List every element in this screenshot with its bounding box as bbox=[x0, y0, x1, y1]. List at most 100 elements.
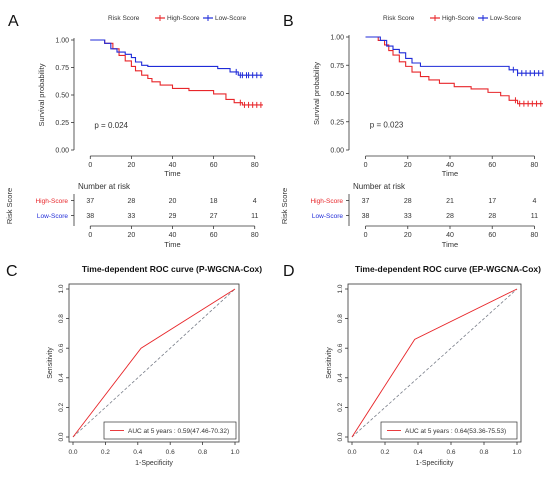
risk-x-tick-label: 0 bbox=[364, 232, 368, 239]
risk-count: 20 bbox=[169, 198, 177, 205]
roc-curve bbox=[351, 288, 518, 438]
risk-x-tick-label: 20 bbox=[127, 232, 135, 239]
roc-curve bbox=[72, 288, 236, 438]
risk-row-label: Low-Score bbox=[37, 213, 68, 220]
y-tick-label: 0.4 bbox=[337, 373, 344, 382]
risk-count: 28 bbox=[127, 198, 135, 205]
y-tick-label: 0.2 bbox=[58, 403, 65, 412]
y-tick-label: 1.0 bbox=[337, 284, 344, 293]
y-tick-label: 0.0 bbox=[58, 432, 65, 441]
risk-y-axis-label: Risk Score bbox=[280, 188, 289, 224]
y-tick-label: 0.25 bbox=[330, 119, 344, 126]
x-tick-label: 0.2 bbox=[380, 449, 389, 456]
p-value-annotation: p = 0.024 bbox=[94, 121, 128, 130]
y-axis-label: Survival probability bbox=[37, 63, 46, 126]
y-tick-label: 0.6 bbox=[58, 343, 65, 352]
legend: Risk Score High-Score Low-Score bbox=[383, 15, 521, 22]
risk-count: 37 bbox=[362, 198, 370, 205]
risk-x-axis-label: Time bbox=[164, 240, 180, 249]
x-tick-label: 1.0 bbox=[230, 449, 239, 456]
x-tick-label: 0.0 bbox=[347, 449, 356, 456]
y-tick-label: 1.0 bbox=[58, 284, 65, 293]
legend-box bbox=[103, 421, 237, 440]
risk-count: 4 bbox=[253, 198, 257, 205]
legend-entry: High-Score bbox=[167, 15, 200, 22]
risk-count: 27 bbox=[210, 213, 218, 220]
y-axis-label: Sensitivity bbox=[326, 347, 333, 379]
legend: AUC at 5 years : 0.64(53.36-75.53) bbox=[380, 421, 518, 440]
x-tick-label: 20 bbox=[127, 162, 135, 169]
risk-y-axis-label: Risk Score bbox=[5, 188, 14, 224]
y-tick-label: 0.0 bbox=[337, 432, 344, 441]
x-axis-label: Time bbox=[442, 169, 458, 178]
risk-x-tick-label: 80 bbox=[251, 232, 259, 239]
x-tick-label: 80 bbox=[251, 162, 259, 169]
x-axis-label: 1-Specificity bbox=[416, 460, 454, 467]
reference-diagonal bbox=[351, 288, 518, 438]
legend-entry: Low-Score bbox=[490, 15, 521, 22]
x-axis-label: 1-Specificity bbox=[135, 460, 173, 467]
y-tick-label: 0.50 bbox=[55, 93, 69, 100]
panel-label: C bbox=[6, 263, 18, 280]
risk-x-tick-label: 20 bbox=[404, 232, 412, 239]
x-tick-label: 60 bbox=[210, 162, 218, 169]
risk-x-axis-label: Time bbox=[442, 240, 458, 249]
y-tick-label: 0.50 bbox=[330, 91, 344, 98]
risk-x-tick-label: 40 bbox=[446, 232, 454, 239]
x-tick-label: 40 bbox=[446, 162, 454, 169]
risk-count: 11 bbox=[531, 213, 538, 220]
risk-table: Number at risk High-Score 37 28 20 18 4 Low-Sco… bbox=[5, 182, 259, 249]
risk-x-tick-label: 40 bbox=[169, 232, 177, 239]
survival-curve-high-score bbox=[90, 39, 263, 106]
risk-x-tick-label: 60 bbox=[210, 232, 218, 239]
risk-count: 4 bbox=[532, 198, 536, 205]
plot-frame bbox=[68, 283, 240, 443]
x-tick-label: 0.6 bbox=[446, 449, 455, 456]
y-tick-label: 0.00 bbox=[55, 148, 69, 155]
risk-row-label: High-Score bbox=[35, 198, 68, 205]
x-tick-label: 20 bbox=[404, 162, 412, 169]
x-tick-label: 0.4 bbox=[133, 449, 142, 456]
y-tick-label: 1.00 bbox=[330, 35, 344, 42]
y-tick-label: 0.00 bbox=[330, 148, 344, 155]
p-value-annotation: p = 0.023 bbox=[370, 120, 404, 129]
x-tick-label: 60 bbox=[488, 162, 496, 169]
x-tick-label: 40 bbox=[169, 162, 177, 169]
risk-count: 37 bbox=[86, 198, 94, 205]
risk-x-tick-label: 60 bbox=[488, 232, 496, 239]
y-tick-label: 0.75 bbox=[330, 63, 344, 70]
panel-label: B bbox=[283, 13, 294, 30]
plot-frame bbox=[347, 283, 522, 443]
y-axis-label: Survival probability bbox=[312, 62, 321, 125]
risk-count: 11 bbox=[251, 213, 258, 220]
y-tick-label: 0.6 bbox=[337, 343, 344, 352]
roc-panel-c: C Time-dependent ROC curve (P-WGCNA-Cox) 0… bbox=[6, 263, 262, 467]
risk-row-label: High-Score bbox=[310, 198, 343, 205]
legend-entry: AUC at 5 years : 0.64(53.36-75.53) bbox=[405, 428, 506, 435]
chart-title: Time-dependent ROC curve (P-WGCNA-Cox) bbox=[82, 264, 262, 274]
risk-table-title: Number at risk bbox=[78, 182, 131, 191]
y-tick-label: 0.8 bbox=[58, 314, 65, 323]
survival-curve-low-score bbox=[90, 39, 263, 76]
legend: AUC at 5 years : 0.59(47.46-70.32) bbox=[103, 421, 237, 440]
chart-title: Time-dependent ROC curve (EP-WGCNA-Cox) bbox=[355, 264, 541, 274]
risk-row-label: Low-Score bbox=[312, 213, 343, 220]
risk-count: 28 bbox=[446, 213, 454, 220]
legend-box bbox=[380, 421, 518, 440]
legend-entry: Low-Score bbox=[215, 15, 246, 22]
risk-count: 28 bbox=[488, 213, 496, 220]
legend-title: Risk Score bbox=[108, 15, 140, 22]
x-tick-label: 0 bbox=[364, 162, 368, 169]
km-panel-a: A Risk Score High-Score Low-Score 0.00 0.25 0.… bbox=[5, 13, 263, 249]
x-tick-label: 0.8 bbox=[198, 449, 207, 456]
y-tick-label: 0.2 bbox=[337, 403, 344, 412]
km-panel-b: B Risk Score High-Score Low-Score 0.00 0.25 0.… bbox=[280, 13, 544, 249]
risk-table: Number at risk High-Score 37 28 21 17 4 Low-Sco… bbox=[280, 182, 538, 249]
x-tick-label: 0.8 bbox=[479, 449, 488, 456]
risk-x-tick-label: 80 bbox=[531, 232, 539, 239]
x-tick-label: 0.4 bbox=[413, 449, 422, 456]
risk-count: 33 bbox=[404, 213, 412, 220]
legend-entry: High-Score bbox=[442, 15, 475, 22]
x-tick-label: 0.0 bbox=[68, 449, 77, 456]
legend: Risk Score High-Score Low-Score bbox=[108, 15, 246, 22]
